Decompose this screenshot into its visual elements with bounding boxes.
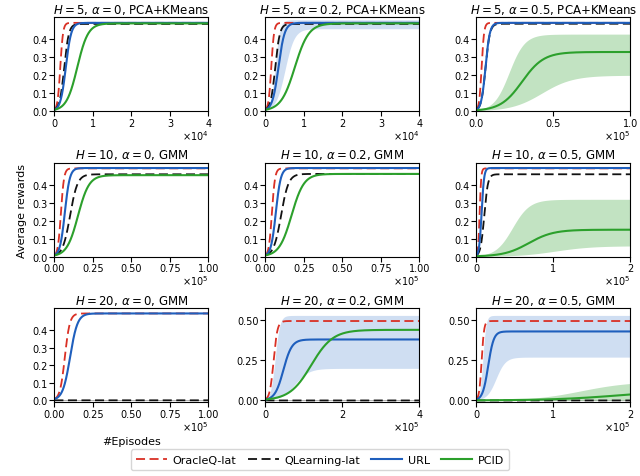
Text: $\times10^5$: $\times10^5$ bbox=[393, 274, 419, 288]
Title: $H = 20,\, \alpha = 0.2$, GMM: $H = 20,\, \alpha = 0.2$, GMM bbox=[280, 293, 404, 307]
Text: $\times10^5$: $\times10^5$ bbox=[604, 419, 630, 433]
Text: $\times10^5$: $\times10^5$ bbox=[182, 419, 209, 433]
Text: $\times10^5$: $\times10^5$ bbox=[393, 419, 419, 433]
Text: $\times10^5$: $\times10^5$ bbox=[604, 274, 630, 288]
Title: $H = 10,\, \alpha = 0$, GMM: $H = 10,\, \alpha = 0$, GMM bbox=[75, 148, 188, 162]
Text: $\times10^5$: $\times10^5$ bbox=[182, 274, 209, 288]
Legend: OracleQ-lat, QLearning-lat, URL, PCID: OracleQ-lat, QLearning-lat, URL, PCID bbox=[131, 449, 509, 470]
Title: $H = 20,\, \alpha = 0$, GMM: $H = 20,\, \alpha = 0$, GMM bbox=[75, 293, 188, 307]
X-axis label: #Episodes: #Episodes bbox=[102, 436, 161, 446]
Title: $H = 10,\, \alpha = 0.2$, GMM: $H = 10,\, \alpha = 0.2$, GMM bbox=[280, 148, 404, 162]
Title: $H = 10,\, \alpha = 0.5$, GMM: $H = 10,\, \alpha = 0.5$, GMM bbox=[491, 148, 616, 162]
Y-axis label: Average rewards: Average rewards bbox=[17, 163, 26, 257]
Title: $H = 5,\, \alpha = 0.2$, PCA+KMeans: $H = 5,\, \alpha = 0.2$, PCA+KMeans bbox=[259, 3, 426, 17]
Text: $\times10^4$: $\times10^4$ bbox=[393, 129, 419, 142]
Text: $\times10^5$: $\times10^5$ bbox=[604, 129, 630, 142]
Text: $\times10^4$: $\times10^4$ bbox=[182, 129, 209, 142]
Title: $H = 20,\, \alpha = 0.5$, GMM: $H = 20,\, \alpha = 0.5$, GMM bbox=[491, 293, 616, 307]
Title: $H = 5,\, \alpha = 0.5$, PCA+KMeans: $H = 5,\, \alpha = 0.5$, PCA+KMeans bbox=[470, 3, 637, 17]
Title: $H = 5,\, \alpha = 0$, PCA+KMeans: $H = 5,\, \alpha = 0$, PCA+KMeans bbox=[53, 3, 209, 17]
